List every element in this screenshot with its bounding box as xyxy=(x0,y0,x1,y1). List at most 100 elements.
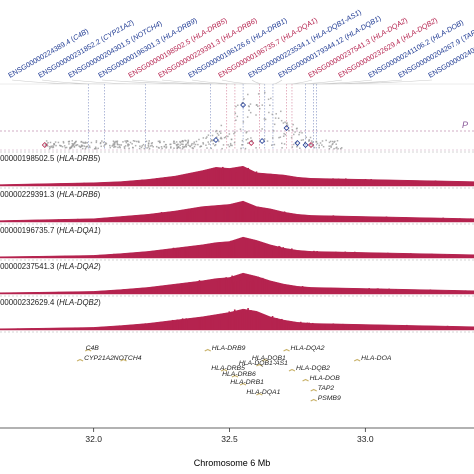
snp-point xyxy=(129,141,132,144)
snp-point xyxy=(220,136,222,139)
track-bar xyxy=(441,290,443,294)
snp-point xyxy=(207,134,210,136)
track-bar xyxy=(0,220,1,222)
track-bar xyxy=(67,292,70,294)
snp-point xyxy=(246,130,248,133)
track-bar xyxy=(145,325,148,330)
track-bar xyxy=(109,219,111,222)
snp-point xyxy=(259,107,261,110)
snp-point xyxy=(163,140,165,143)
snp-point xyxy=(147,146,150,148)
snp-point xyxy=(282,135,285,137)
track-id: ENSG00000237541.3 ( xyxy=(0,262,59,271)
track-bar xyxy=(304,178,307,186)
snp-point xyxy=(292,123,294,126)
track-bar xyxy=(335,252,337,258)
track-bar xyxy=(56,256,59,258)
snp-point xyxy=(292,143,295,146)
track-bar xyxy=(255,246,258,258)
track-bar xyxy=(112,290,114,294)
track-bar xyxy=(253,281,255,294)
snp-point xyxy=(52,146,55,148)
snp-point xyxy=(181,140,183,143)
track-bar xyxy=(102,291,104,294)
track-bar xyxy=(41,184,43,186)
track-bar xyxy=(375,180,378,186)
track-bar xyxy=(127,326,129,330)
snp-point xyxy=(302,139,304,141)
snp-point xyxy=(60,145,62,147)
track-bar xyxy=(236,317,239,330)
track-bar xyxy=(42,219,45,222)
track-bar xyxy=(232,240,235,258)
snp-point xyxy=(308,140,310,142)
track-close: ) xyxy=(98,154,101,163)
track-bar xyxy=(234,280,237,294)
track-bar xyxy=(373,217,376,222)
snp-point xyxy=(315,140,318,143)
gene-label: HLA-DRB6 xyxy=(222,371,256,378)
snp-point xyxy=(79,146,82,149)
track-bar xyxy=(412,289,414,294)
snp-point xyxy=(120,144,123,146)
track-bar xyxy=(429,253,432,258)
snp-point xyxy=(230,138,233,141)
track-bar xyxy=(169,213,172,222)
snp-point xyxy=(318,146,320,149)
snp-point xyxy=(284,121,286,123)
snp-point xyxy=(114,146,117,148)
track-bar xyxy=(300,216,302,222)
gene-marker xyxy=(302,378,309,382)
track-bar xyxy=(278,245,280,258)
snp-point xyxy=(104,142,107,144)
snp-point xyxy=(128,144,130,146)
snp-point xyxy=(340,147,343,149)
track-bar xyxy=(185,318,188,330)
snp-point xyxy=(255,147,257,149)
lead-snp-marker xyxy=(283,125,290,131)
track-bar xyxy=(55,183,58,186)
snp-point xyxy=(184,144,187,146)
lead-snp-marker xyxy=(41,142,48,148)
snp-point xyxy=(128,147,130,150)
snp-point xyxy=(227,135,229,138)
snp-point xyxy=(165,147,167,149)
track-bar xyxy=(210,320,212,330)
snp-point xyxy=(222,144,225,146)
snp-point xyxy=(165,143,167,146)
snp-point xyxy=(123,146,126,148)
snp-point xyxy=(145,140,148,143)
track-bar xyxy=(164,179,167,186)
snp-point xyxy=(283,132,285,135)
track-bar xyxy=(175,321,177,330)
track-bar xyxy=(17,328,20,330)
track-bar xyxy=(17,220,19,222)
track-bar xyxy=(176,250,179,258)
track-bar xyxy=(83,182,85,186)
track-bar xyxy=(59,219,62,222)
snp-point xyxy=(206,147,208,149)
track-bar xyxy=(234,315,236,330)
track-bar xyxy=(380,326,383,330)
snp-point xyxy=(62,140,65,143)
track-bar xyxy=(397,181,400,186)
track-bar xyxy=(339,289,342,294)
snp-point xyxy=(116,142,118,144)
track-bar xyxy=(257,276,259,294)
snp-point xyxy=(220,124,223,127)
gene-marker xyxy=(288,368,296,372)
snp-point xyxy=(102,141,105,144)
track-bar xyxy=(228,242,230,258)
track-bar xyxy=(421,182,424,186)
track-bar xyxy=(211,315,214,330)
snp-point xyxy=(118,144,121,146)
snp-point xyxy=(170,147,172,149)
track-label: ENSG00000196735.7 (HLA-DQA1) xyxy=(0,226,101,235)
snp-point xyxy=(275,113,277,115)
track-bar xyxy=(49,219,51,222)
track-bar xyxy=(464,182,467,186)
track-bar xyxy=(269,173,272,186)
track-bar xyxy=(57,328,59,330)
track-bar xyxy=(419,325,422,330)
snp-point xyxy=(205,144,207,146)
